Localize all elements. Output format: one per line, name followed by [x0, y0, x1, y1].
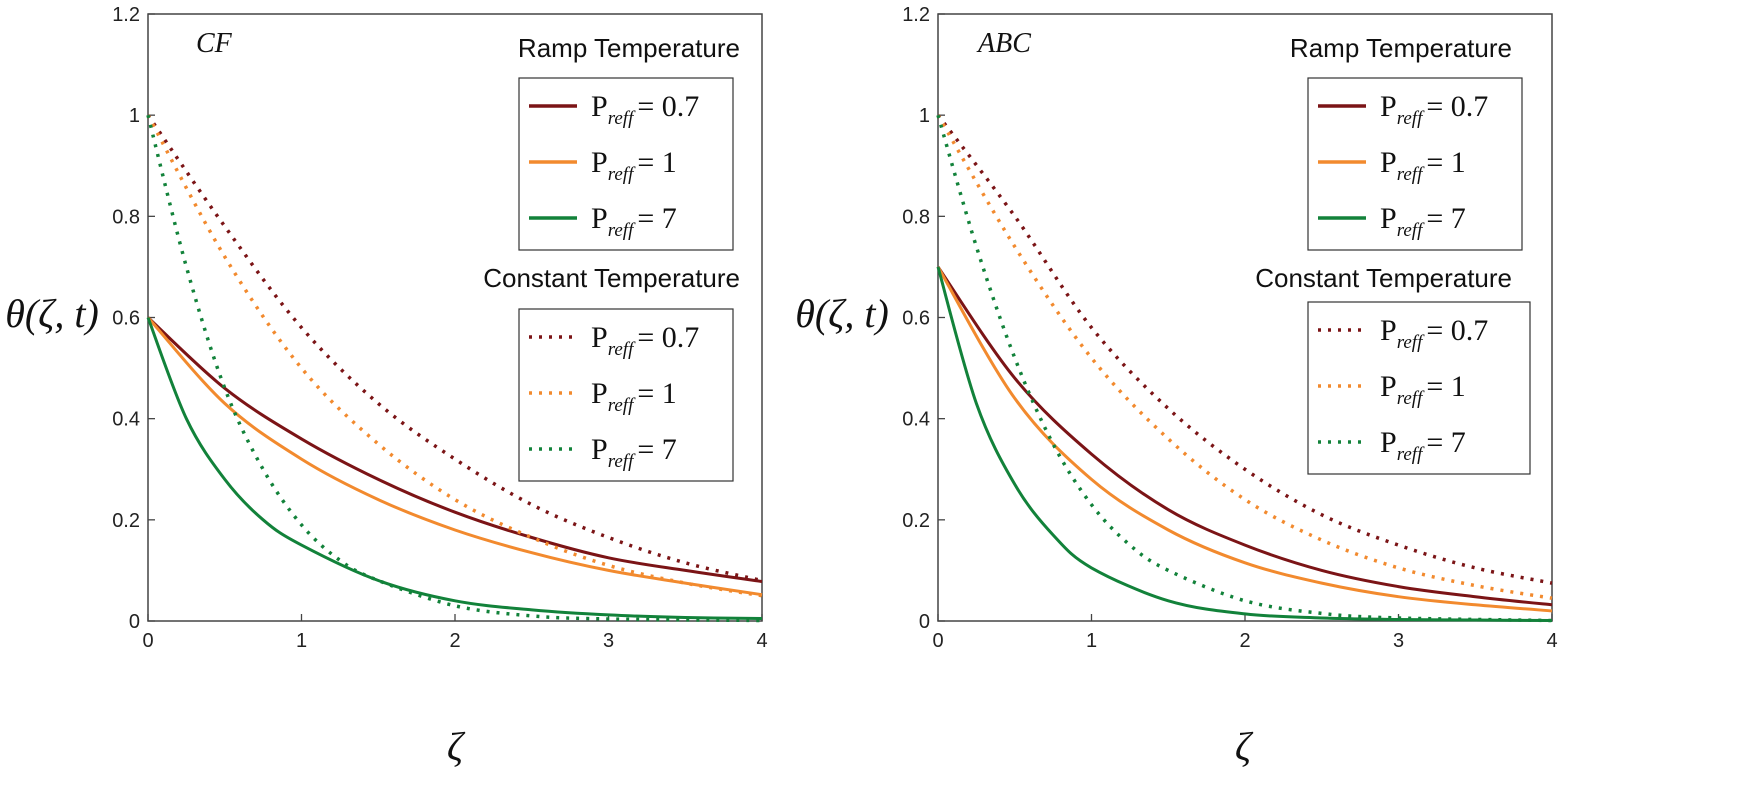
- legend-entry-label: Preff = 0.7: [591, 321, 699, 360]
- panel-label: CF: [196, 28, 233, 59]
- series-line-constant-1: [146, 114, 763, 598]
- y-tick-label: 1.2: [902, 4, 930, 26]
- legend-entry-label: Preff = 1: [591, 377, 677, 416]
- series-line-constant-2: [936, 114, 1553, 623]
- legend-box: [1307, 301, 1531, 475]
- x-tick-label: 0: [142, 630, 153, 652]
- legend-entry-label: Preff = 7: [591, 433, 677, 472]
- y-tick-label: 0.6: [112, 308, 140, 330]
- y-tick-label: 0: [919, 611, 930, 633]
- x-tick-label: 1: [296, 630, 307, 652]
- series-line-constant-0: [146, 114, 763, 583]
- y-tick-label: 0.8: [902, 206, 930, 228]
- y-tick-label: 0.4: [902, 409, 930, 431]
- x-tick-label: 2: [1239, 630, 1250, 652]
- y-axis-label: θ(ζ, t): [795, 291, 889, 336]
- y-tick-label: 0.2: [902, 510, 930, 532]
- x-tick-label: 3: [603, 630, 614, 652]
- y-tick-label: 0: [129, 611, 140, 633]
- legend-entry-label: Preff = 7: [1380, 202, 1466, 241]
- y-tick-label: 0.8: [112, 206, 140, 228]
- legend-title: Constant Temperature: [1255, 263, 1512, 293]
- x-tick-label: 1: [1086, 630, 1097, 652]
- x-tick-label: 4: [756, 630, 767, 652]
- series-line-ramp-1: [936, 266, 1553, 613]
- y-tick-label: 1: [919, 105, 930, 127]
- legend-box: [518, 308, 734, 482]
- legend-entry-label: Preff = 1: [1380, 370, 1466, 409]
- series-line-constant-1: [936, 114, 1553, 600]
- x-axis-label: ζ: [447, 724, 466, 769]
- legend-entry-label: Preff = 0.7: [1380, 90, 1488, 129]
- x-tick-label: 2: [449, 630, 460, 652]
- legend-entry-label: Preff = 0.7: [1380, 314, 1488, 353]
- panel-label: ABC: [976, 28, 1031, 59]
- chart-panel-cf: 0 0.2 0.4 0.6 0.8 1 1.2 0 1 2 3 4 θ(ζ, t) ζ CF Ramp Tem…: [5, 4, 767, 769]
- legend-entry-label: Preff = 0.7: [591, 90, 699, 129]
- y-tick-label: 0.2: [112, 510, 140, 532]
- series-line-ramp-0: [146, 316, 763, 583]
- legend-entry-label: Preff = 7: [591, 202, 677, 241]
- series-line-ramp-2: [936, 266, 1553, 622]
- y-tick-label: 1: [129, 105, 140, 127]
- legend-title: Ramp Temperature: [1290, 33, 1512, 63]
- x-tick-label: 0: [932, 630, 943, 652]
- y-axis-label: θ(ζ, t): [5, 291, 99, 336]
- chart-panel-abc: 0 0.2 0.4 0.6 0.8 1 1.2 0 1 2 3 4 θ(ζ, t) ζ ABC Ramp Te…: [795, 4, 1557, 769]
- x-axis-label: ζ: [1235, 724, 1254, 769]
- legend-entry-label: Preff = 1: [1380, 146, 1466, 185]
- y-tick-label: 0.4: [112, 409, 140, 431]
- series-line-constant-2: [146, 114, 763, 623]
- legend-entry-label: Preff = 7: [1380, 426, 1466, 465]
- y-tick-label: 1.2: [112, 4, 140, 26]
- legend-title: Constant Temperature: [483, 263, 740, 293]
- x-tick-label: 3: [1393, 630, 1404, 652]
- series-line-ramp-2: [146, 316, 763, 620]
- y-tick-label: 0.6: [902, 308, 930, 330]
- series-line-ramp-0: [936, 266, 1553, 607]
- legend-entry-label: Preff = 1: [591, 146, 677, 185]
- x-tick-label: 4: [1546, 630, 1557, 652]
- legend-title: Ramp Temperature: [518, 33, 740, 63]
